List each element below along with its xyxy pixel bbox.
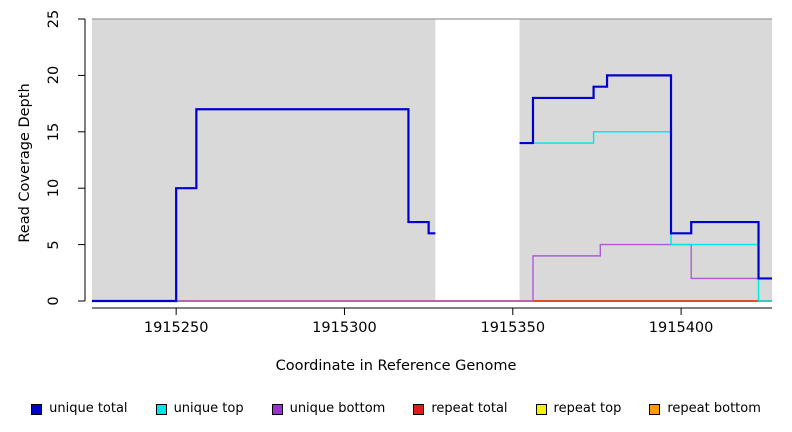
coverage-gap-region [435,19,520,301]
x-axis-title: Coordinate in Reference Genome [275,358,517,374]
y-axis-tick-label: 25 [46,9,62,29]
plot-panel-background [92,19,772,301]
legend-label: repeat top [553,401,622,416]
legend-item: unique bottom [271,401,414,416]
series-line [92,108,436,303]
series-line [92,243,772,302]
series-unique-total [92,74,772,303]
legend-item: repeat total [413,402,535,416]
legend-label: unique total [49,401,128,416]
x-axis-tick-label: 1915350 [480,320,546,336]
legend-item: repeat top [535,401,650,416]
legend-swatch-icon [31,403,43,415]
y-axis-tick-label: 5 [46,239,62,250]
legend-swatch-icon [535,403,547,415]
y-axis-title: Read Coverage Depth [17,83,33,243]
y-axis-tick-label: 20 [46,66,62,85]
legend-swatch-icon [649,403,661,415]
legend-label: unique bottom [289,401,386,416]
x-axis-tick-label: 1915300 [312,320,377,336]
y-axis-tick-label: 15 [46,122,62,142]
y-axis-tick-label: 0 [46,296,62,306]
legend-item: unique total [31,402,155,416]
legend-swatch-icon [155,403,167,415]
legend-label: unique top [173,401,244,416]
legend-item: unique top [155,401,272,416]
y-axis-tick-label: 10 [46,178,62,198]
legend-swatch-icon [271,403,283,415]
x-axis-tick-label: 1915250 [143,320,209,336]
series-unique-bottom [92,243,772,302]
legend-item: repeat bottom [649,402,761,416]
series-line [519,74,772,280]
legend-swatch-icon [413,403,425,415]
chart-legend: unique total unique top unique bottom repea… [0,398,792,420]
legend-label: repeat bottom [667,401,761,416]
x-axis-tick-label: 1915400 [648,320,714,336]
legend-label: repeat total [431,401,508,416]
